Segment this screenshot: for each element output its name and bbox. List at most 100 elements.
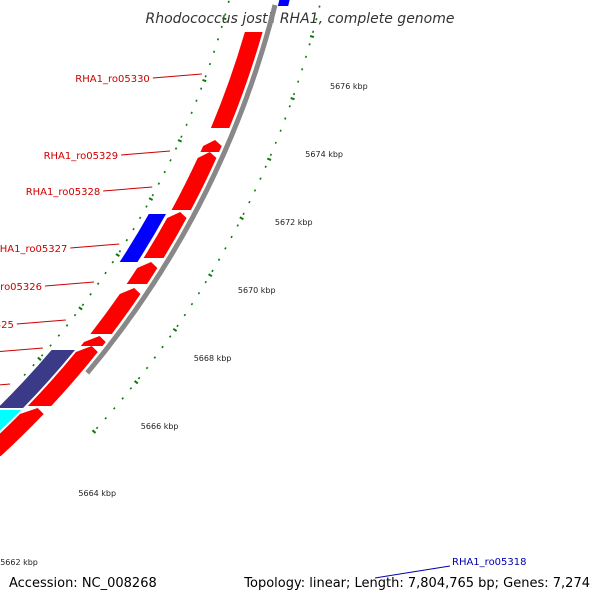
scale-tick bbox=[172, 327, 178, 332]
scale-dot bbox=[204, 280, 207, 284]
scale-dot bbox=[145, 366, 149, 370]
scale-dot bbox=[288, 105, 291, 108]
scale-label: 5662 kbp bbox=[0, 558, 38, 567]
scale-tick bbox=[148, 197, 154, 201]
reverse-gene[interactable] bbox=[119, 214, 166, 262]
scale-dot bbox=[96, 282, 100, 285]
gene-label[interactable]: RHA1_ro05325 bbox=[0, 320, 14, 331]
scale-dot bbox=[113, 407, 116, 410]
outer-scale-ring bbox=[91, 5, 321, 434]
forward-gene[interactable] bbox=[200, 140, 222, 152]
scale-dot bbox=[197, 291, 201, 295]
scale-tick bbox=[133, 380, 139, 385]
scale-dot bbox=[259, 177, 262, 180]
scale-dot bbox=[151, 193, 154, 197]
scale-tick bbox=[222, 17, 227, 21]
genome-backbone bbox=[85, 4, 278, 375]
scale-dot bbox=[190, 302, 194, 306]
scale-dot bbox=[274, 141, 277, 145]
leader-line bbox=[152, 73, 202, 79]
forward-gene[interactable] bbox=[171, 152, 217, 210]
scale-dot bbox=[118, 249, 122, 253]
scale-dot bbox=[217, 258, 221, 261]
scale-dot bbox=[230, 235, 233, 239]
scale-dot bbox=[292, 92, 296, 96]
leader-line bbox=[0, 347, 43, 352]
forward-gene[interactable] bbox=[143, 212, 187, 258]
scale-dot bbox=[176, 324, 179, 328]
scale-dot bbox=[157, 182, 161, 185]
scale-dot bbox=[137, 376, 141, 380]
scale-tick bbox=[115, 253, 120, 257]
backbone-line bbox=[85, 4, 278, 375]
gene-label[interactable]: RHA1_ro05326 bbox=[0, 282, 42, 293]
feature-block[interactable] bbox=[0, 410, 22, 460]
topology-text: Topology: linear; Length: 7,804,765 bp; … bbox=[243, 576, 590, 591]
leader-line bbox=[374, 565, 451, 579]
gene-label[interactable]: RHA1_ro05318 bbox=[452, 557, 527, 568]
forward-gene[interactable] bbox=[0, 408, 44, 456]
feature-block[interactable] bbox=[0, 350, 76, 408]
scale-dot bbox=[195, 99, 198, 102]
forward-gene[interactable] bbox=[27, 346, 98, 406]
gene-label[interactable]: RHA1_ro05329 bbox=[44, 151, 119, 162]
scale-dot bbox=[224, 247, 227, 250]
scale-dot bbox=[190, 111, 193, 115]
gene-label[interactable]: RHA1_ro05330 bbox=[75, 74, 150, 85]
scale-dot bbox=[169, 159, 172, 162]
forward-gene[interactable] bbox=[90, 288, 141, 334]
scale-dot bbox=[132, 227, 135, 231]
scale-dot bbox=[211, 269, 214, 273]
scale-tick bbox=[78, 306, 83, 311]
scale-tick bbox=[309, 35, 315, 39]
scale-label: 5672 kbp bbox=[275, 218, 313, 227]
scale-dot bbox=[73, 313, 77, 317]
gene-label[interactable]: RHA1_ro05328 bbox=[26, 187, 101, 198]
scale-label: 5674 kbp bbox=[305, 150, 343, 159]
accession-text: Accession: NC_008268 bbox=[9, 576, 157, 591]
scale-dot bbox=[242, 212, 245, 216]
scale-dot bbox=[49, 344, 52, 347]
forward-gene[interactable] bbox=[210, 32, 263, 128]
reverse-gene[interactable] bbox=[277, 0, 291, 6]
scale-dot bbox=[57, 334, 61, 337]
forward-gene[interactable] bbox=[126, 262, 158, 284]
scale-dot bbox=[40, 354, 44, 357]
scale-dot bbox=[212, 50, 216, 53]
scale-dot bbox=[284, 117, 287, 120]
forward-gene[interactable] bbox=[80, 336, 106, 346]
leader-line bbox=[0, 383, 11, 386]
scale-dot bbox=[308, 43, 311, 46]
scale-dot bbox=[183, 313, 187, 317]
scale-tick bbox=[290, 97, 295, 101]
scale-tick bbox=[91, 429, 97, 434]
scale-dot bbox=[304, 55, 308, 59]
scale-dot bbox=[248, 200, 251, 204]
scale-tick bbox=[37, 356, 42, 361]
scale-dot bbox=[269, 153, 272, 157]
scale-dot bbox=[253, 189, 257, 192]
inner-scale-ring bbox=[23, 0, 230, 377]
scale-tick bbox=[202, 78, 207, 83]
scale-dot bbox=[185, 123, 188, 127]
scale-dot bbox=[125, 238, 128, 242]
gene-track bbox=[0, 0, 291, 456]
leader-line bbox=[121, 150, 171, 156]
scale-dot bbox=[208, 62, 212, 66]
gene-label[interactable]: RHA1_ro05327 bbox=[0, 244, 67, 255]
scale-label: 5670 kbp bbox=[238, 286, 276, 295]
scale-tick bbox=[239, 216, 244, 221]
scale-dot bbox=[200, 87, 203, 90]
scale-dot bbox=[32, 363, 35, 367]
scale-labels: 5676 kbp 5674 kbp 5672 kbp 5670 kbp 5668 kbp… bbox=[0, 82, 368, 567]
scale-label: 5664 kbp bbox=[78, 489, 116, 498]
scale-label: 5668 kbp bbox=[194, 354, 232, 363]
scale-dot bbox=[216, 38, 220, 41]
leader-line bbox=[70, 243, 120, 249]
scale-dot bbox=[236, 224, 239, 227]
scale-dot bbox=[174, 147, 178, 150]
scale-dot bbox=[129, 387, 133, 390]
leader-line bbox=[44, 281, 95, 287]
feature-track bbox=[0, 214, 166, 460]
